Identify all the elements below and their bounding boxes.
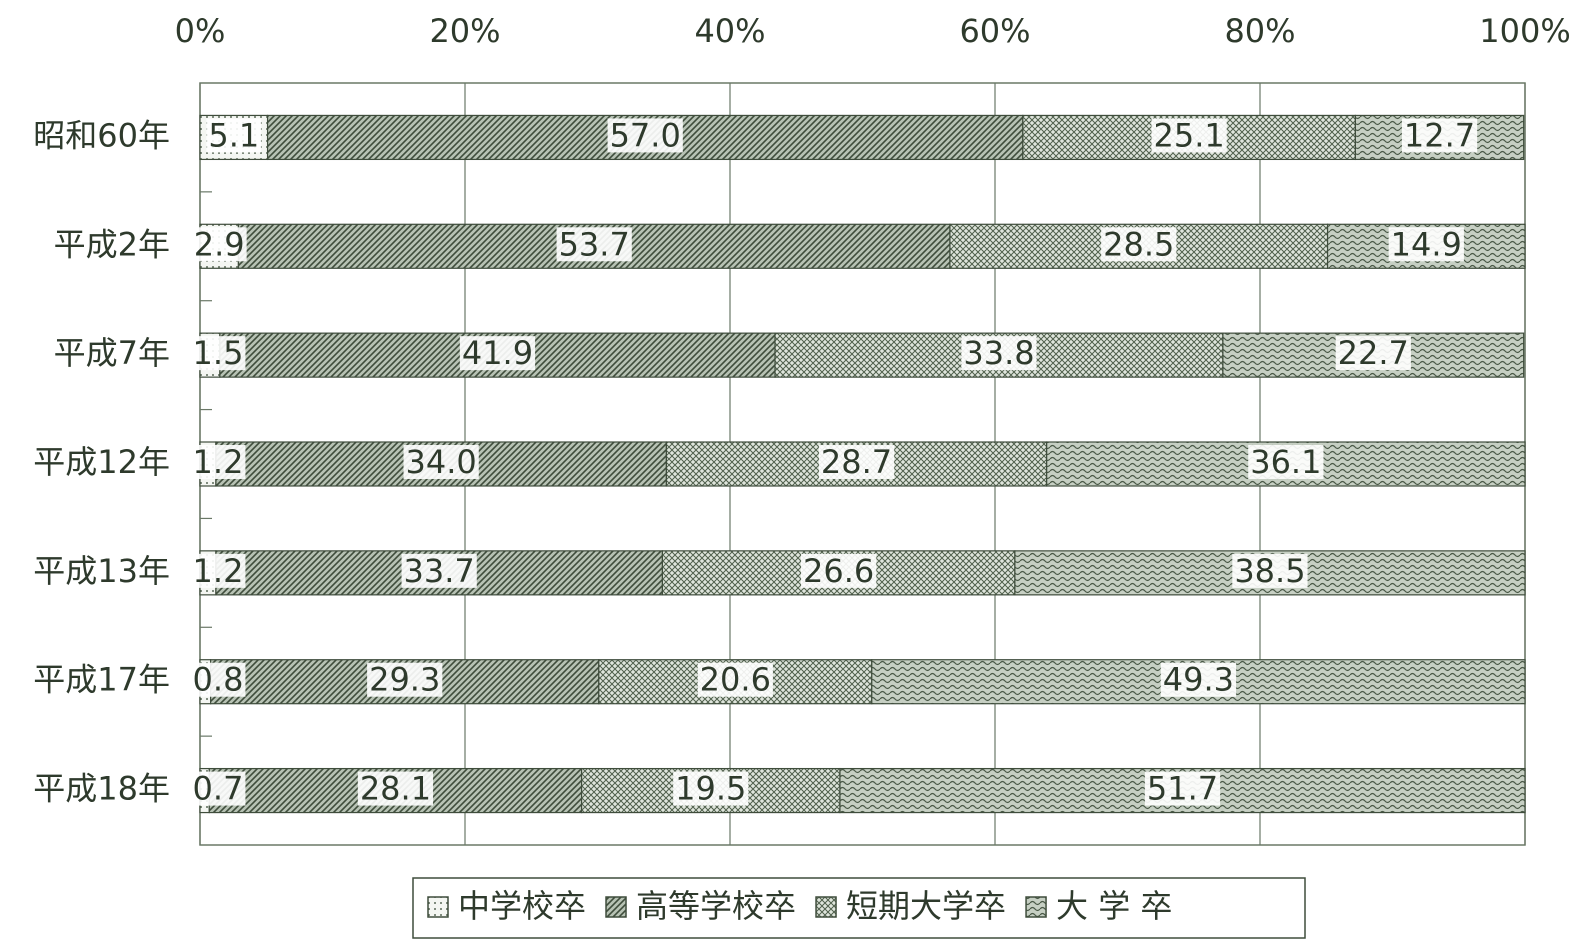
y-tick-label: 平成12年 xyxy=(33,443,170,481)
data-label: 29.3 xyxy=(369,661,440,699)
y-tick-label: 平成2年 xyxy=(54,225,170,263)
data-label: 41.9 xyxy=(462,334,533,372)
data-label: 22.7 xyxy=(1338,334,1409,372)
data-label: 1.2 xyxy=(193,443,244,481)
data-label: 12.7 xyxy=(1404,116,1475,154)
data-label: 25.1 xyxy=(1153,116,1224,154)
data-label-bg xyxy=(206,118,262,153)
data-label-bg xyxy=(607,118,683,153)
y-tick-label: 平成17年 xyxy=(33,661,170,699)
y-tick-label: 平成7年 xyxy=(54,334,170,372)
x-tick-label: 80% xyxy=(1224,12,1295,50)
data-label-bg xyxy=(1101,227,1177,262)
data-label-bg xyxy=(1160,662,1237,697)
data-label-bg xyxy=(190,336,246,371)
data-label-bg xyxy=(1401,118,1478,153)
data-label-bg xyxy=(818,445,895,479)
legend-label: 短期大学卒 xyxy=(846,887,1006,925)
data-label: 49.3 xyxy=(1163,661,1234,699)
legend-swatch xyxy=(1025,896,1047,918)
data-label: 1.2 xyxy=(193,552,244,590)
data-label-bg xyxy=(367,662,443,697)
data-label-bg xyxy=(191,227,247,262)
data-label-bg xyxy=(961,336,1037,371)
data-label-bg xyxy=(697,662,773,697)
data-label: 28.5 xyxy=(1103,225,1174,263)
y-tick-label: 昭和60年 xyxy=(33,116,170,154)
x-tick-label: 100% xyxy=(1479,12,1570,50)
x-tick-label: 0% xyxy=(175,12,226,50)
data-label: 20.6 xyxy=(700,661,771,699)
legend-swatch xyxy=(605,896,627,918)
data-label: 0.8 xyxy=(193,661,244,699)
data-label: 51.7 xyxy=(1147,770,1218,808)
data-label-bg xyxy=(673,771,749,806)
data-label: 57.0 xyxy=(610,116,681,154)
y-tick-label: 平成13年 xyxy=(33,552,170,590)
data-label: 19.5 xyxy=(675,770,746,808)
data-label: 38.5 xyxy=(1234,552,1305,590)
data-label: 26.6 xyxy=(803,552,874,590)
legend-swatch xyxy=(427,896,449,918)
x-tick-label: 60% xyxy=(959,12,1030,50)
legend xyxy=(412,877,1306,939)
data-label: 2.9 xyxy=(194,225,245,263)
data-label-bg xyxy=(401,553,477,588)
data-label-bg xyxy=(556,227,632,262)
data-label-bg xyxy=(190,445,246,479)
data-label: 53.7 xyxy=(559,225,630,263)
data-label: 0.7 xyxy=(193,770,244,808)
data-label-bg xyxy=(190,771,246,806)
data-label: 33.7 xyxy=(404,552,475,590)
data-label-bg xyxy=(403,445,479,479)
y-tick-label: 平成18年 xyxy=(33,770,170,808)
data-label-bg xyxy=(801,553,877,588)
data-label: 33.8 xyxy=(963,334,1034,372)
data-label: 34.0 xyxy=(406,443,477,481)
data-label: 28.7 xyxy=(821,443,892,481)
legend-swatch xyxy=(815,896,837,918)
data-label-bg xyxy=(190,662,246,697)
data-label: 1.5 xyxy=(193,334,244,372)
data-label-bg xyxy=(1232,553,1308,588)
data-label-bg xyxy=(1144,771,1221,806)
legend-label: 中学校卒 xyxy=(458,887,586,925)
data-label: 14.9 xyxy=(1391,225,1462,263)
data-label-bg xyxy=(459,336,536,371)
legend-label: 大 学 卒 xyxy=(1056,887,1172,925)
data-label-bg xyxy=(1335,336,1411,371)
x-tick-label: 40% xyxy=(694,12,765,50)
data-label-bg xyxy=(190,553,246,588)
data-label-bg xyxy=(1248,445,1324,479)
x-tick-label: 20% xyxy=(429,12,500,50)
data-label: 5.1 xyxy=(208,116,259,154)
data-label: 28.1 xyxy=(360,770,431,808)
legend-label: 高等学校卒 xyxy=(636,887,796,925)
data-label: 36.1 xyxy=(1250,443,1321,481)
data-label-bg xyxy=(1151,118,1227,153)
data-label-bg xyxy=(357,771,434,806)
data-label-bg xyxy=(1388,227,1464,262)
